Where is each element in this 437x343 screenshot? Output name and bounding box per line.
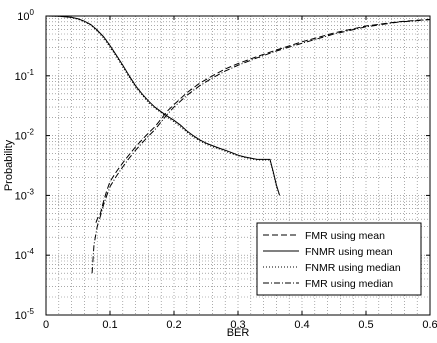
x-tick-label: 0.4 xyxy=(294,319,309,331)
axis-ticks: 0 0.1 0.2 0.3 0.4 0.5 0.6 100 10-1 10-2 10-3 10-4 10… xyxy=(15,8,437,331)
y-tick-label: 100 xyxy=(17,8,34,23)
x-tick-label: 0.3 xyxy=(230,319,245,331)
x-tick-label: 0.1 xyxy=(102,319,117,331)
x-tick-label: 0.6 xyxy=(422,319,437,331)
legend-label: FNMR using mean xyxy=(305,246,393,258)
series-line-2 xyxy=(45,15,281,196)
legend: FMR using mean FNMR using mean FNMR using … xyxy=(256,222,422,296)
y-tick-label: 10-2 xyxy=(15,128,35,143)
y-axis-title: Probability xyxy=(3,139,15,191)
y-tick-label: 10-5 xyxy=(15,307,35,322)
x-tick-label: 0.2 xyxy=(166,319,181,331)
y-tick-label: 10-1 xyxy=(15,68,35,83)
legend-label: FNMR using median xyxy=(305,262,401,274)
y-tick-label: 10-4 xyxy=(15,247,35,262)
x-tick-label: 0 xyxy=(43,319,49,331)
series-lines xyxy=(45,15,431,274)
legend-label: FMR using mean xyxy=(305,230,385,242)
series-line-3 xyxy=(45,15,281,196)
series-line-1 xyxy=(95,18,431,223)
x-tick-label: 0.5 xyxy=(358,319,373,331)
legend-label: FMR using median xyxy=(305,278,393,290)
y-tick-label: 10-3 xyxy=(15,187,35,202)
x-axis-title: BER xyxy=(227,327,250,339)
